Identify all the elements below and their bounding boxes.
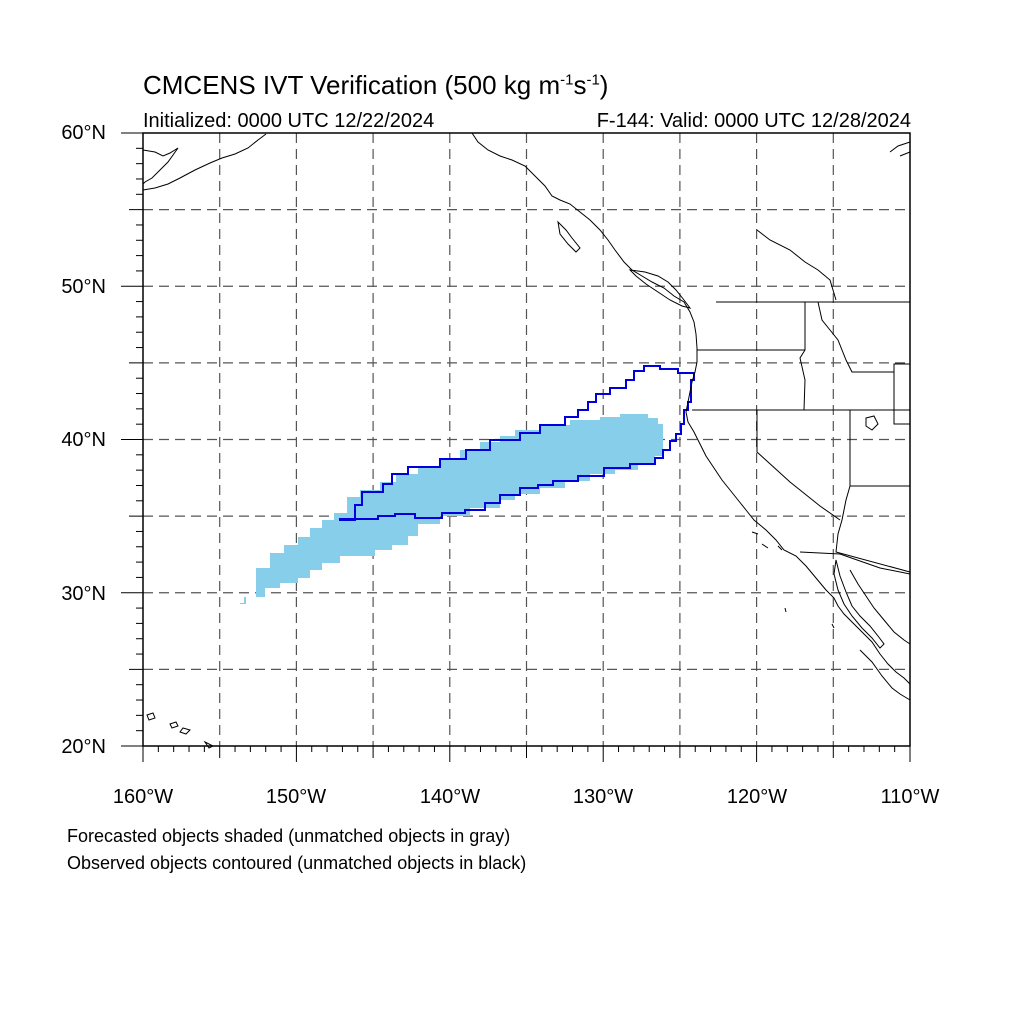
legend-note-forecast: Forecasted objects shaded (unmatched obj… [67, 826, 511, 846]
map-title: CMCENS IVT Verification (500 kg m-1s-1) [143, 70, 609, 100]
forecast-ivt-object [240, 414, 663, 604]
observed-ivt-contour [339, 365, 695, 521]
great-salt-lake [865, 415, 879, 431]
alaska-coast [142, 133, 267, 191]
coastlines-and-borders [142, 132, 911, 749]
lat-label-40n: 40°N [61, 429, 106, 451]
haida-gwaii [557, 220, 581, 253]
initialized-label: Initialized: 0000 UTC 12/22/2024 [143, 110, 435, 132]
baja-california [833, 559, 885, 649]
montana-idaho-border [817, 301, 910, 373]
arizona-border [835, 485, 911, 573]
gulf-of-california-coast [849, 569, 911, 645]
hawaii-islands [146, 712, 215, 749]
nevada-utah-border [849, 410, 910, 487]
lat-label-60n: 60°N [61, 122, 106, 144]
lon-label-150w: 150°W [265, 786, 327, 808]
lon-label-120w: 120°W [726, 786, 788, 808]
california-nevada-border [756, 410, 841, 521]
north-america-west-coast [471, 132, 911, 685]
idaho-border [799, 302, 806, 411]
channel-islands [751, 531, 835, 629]
lon-label-140w: 140°W [419, 786, 481, 808]
valid-time-label: F-144: Valid: 0000 UTC 12/28/2024 [596, 110, 911, 132]
lat-label-30n: 30°N [61, 583, 106, 605]
mexico-coast [859, 649, 911, 701]
lat-label-20n: 20°N [61, 736, 106, 758]
lon-label-110w: 110°W [880, 786, 940, 808]
bc-interior [756, 229, 837, 301]
legend-note-observed: Observed objects contoured (unmatched ob… [67, 853, 527, 873]
lat-label-50n: 50°N [61, 276, 106, 298]
lon-label-160w: 160°W [112, 786, 174, 808]
wyoming-border [893, 364, 910, 425]
vancouver-island [628, 269, 692, 309]
axis-ticks [121, 132, 911, 762]
lon-label-130w: 130°W [572, 786, 634, 808]
northeast-coast [889, 141, 911, 157]
us-mexico-border [799, 551, 911, 575]
